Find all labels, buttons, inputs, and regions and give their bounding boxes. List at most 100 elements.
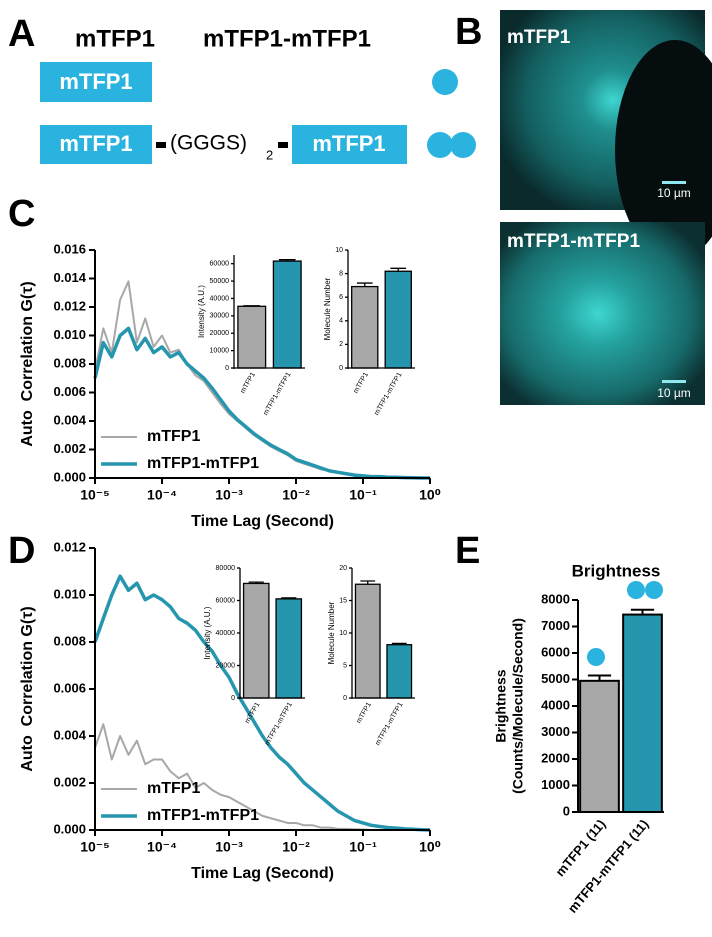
y-tick-label: 5000 [541, 671, 570, 686]
x-tick-label: 10⁰ [419, 839, 441, 855]
x-tick-label: mTFP1-mTFP1 [264, 701, 294, 746]
error-bar [243, 305, 261, 307]
y-tick-label: 0.002 [53, 441, 86, 456]
x-tick-label: 10⁻⁵ [80, 487, 110, 503]
linker-subscript: 2 [266, 147, 273, 162]
bar [354, 583, 381, 699]
y-tick-label: 7000 [541, 618, 570, 633]
y-axis-title: Molecule Number [327, 601, 336, 664]
bar [272, 260, 302, 369]
y-tick-label: 0.002 [53, 774, 86, 789]
bar [242, 582, 270, 699]
y-tick-label: 6 [339, 294, 343, 301]
error-bar [278, 259, 296, 262]
y-tick-label: 0 [563, 803, 570, 818]
protein-label: mTFP1 [59, 69, 132, 94]
x-tick-label: 10⁻² [282, 487, 310, 503]
protein-box [292, 125, 407, 164]
scale-bar [662, 380, 686, 383]
y-tick-label: 0.016 [53, 241, 86, 256]
x-tick-label: 10⁻² [282, 839, 310, 855]
y-tick-label: 0.010 [53, 327, 86, 342]
bar [351, 285, 379, 369]
x-tick-label: mTFP1 [240, 371, 258, 394]
y-tick-label: 2000 [541, 750, 570, 765]
monomer-icon [432, 69, 458, 95]
error-bar [630, 608, 655, 615]
y-tick-label: 20000 [210, 330, 230, 337]
dimer-icon [627, 581, 645, 599]
y-tick-label: 0.006 [53, 384, 86, 399]
y-tick-label: 30000 [210, 313, 230, 320]
y-axis-title: Molecule Number [323, 277, 332, 340]
bar [237, 305, 267, 369]
bar [384, 270, 412, 369]
panel-label: E [455, 530, 480, 572]
panel-label: D [8, 530, 35, 572]
y-tick-label: 10 [335, 247, 343, 254]
monomer-icon [587, 648, 605, 666]
panel-label: C [8, 193, 35, 235]
y-tick-label: 0.008 [53, 355, 86, 370]
legend-label: mTFP1-mTFP1 [147, 455, 259, 472]
y-tick-label: 40000 [216, 630, 236, 637]
micrograph [500, 222, 705, 405]
y-axis-title: (Counts/Molecule/Second) [510, 618, 526, 794]
error-bar [356, 282, 373, 287]
y-tick-label: 5 [343, 662, 347, 669]
linker-dash [156, 142, 166, 148]
y-tick-label: 0.000 [53, 469, 86, 484]
y-tick-label: 1000 [541, 777, 570, 792]
x-tick-label: 10⁻¹ [349, 839, 377, 855]
y-tick-label: 20 [339, 565, 347, 572]
construct-header: mTFP1-mTFP1 [203, 25, 371, 52]
y-tick-label: 0.004 [53, 727, 86, 742]
dimer-icon [427, 132, 453, 158]
x-tick-label: 10⁻³ [215, 839, 243, 855]
error-bar [391, 642, 407, 645]
legend-label: mTFP1 [147, 428, 200, 445]
panel-label: A [8, 13, 35, 55]
x-tick-label: 10⁻⁴ [147, 487, 177, 503]
y-tick-label: 4000 [541, 697, 570, 712]
y-tick-label: 0 [225, 365, 229, 372]
x-tick-label: mTFP1-mTFP1 [262, 371, 292, 416]
dimer-icon [645, 581, 663, 599]
y-tick-label: 2 [339, 341, 343, 348]
protein-label: mTFP1 [59, 131, 132, 156]
y-tick-label: 0 [339, 365, 343, 372]
bar [386, 644, 413, 699]
error-bar [587, 674, 612, 681]
y-tick-label: 8000 [541, 591, 570, 606]
x-axis-title: Time Lag (Second) [191, 865, 334, 882]
series-line [93, 326, 430, 480]
y-tick-label: 6000 [541, 644, 570, 659]
y-tick-label: 0.012 [53, 539, 86, 554]
y-tick-label: 40000 [210, 295, 230, 302]
construct-header: mTFP1 [75, 25, 155, 52]
micrograph-background [615, 40, 712, 260]
y-tick-label: 80000 [216, 565, 236, 572]
y-tick-label: 15 [339, 597, 347, 604]
legend-label: mTFP1 [147, 780, 200, 797]
y-tick-label: 50000 [210, 278, 230, 285]
protein-box [40, 62, 152, 102]
y-tick-label: 3000 [541, 724, 570, 739]
scale-label: 10 µm [657, 386, 691, 400]
x-tick-label: mTFP1 [356, 701, 374, 724]
y-tick-label: 20000 [216, 662, 236, 669]
legend-label: mTFP1-mTFP1 [147, 807, 259, 824]
x-axis-title: Time Lag (Second) [191, 513, 334, 530]
x-tick-label: 10⁻¹ [349, 487, 377, 503]
y-tick-label: 0.010 [53, 586, 86, 601]
protein-label: mTFP1 [312, 131, 385, 156]
bar [622, 613, 663, 814]
x-tick-label: mTFP1 [353, 371, 371, 394]
x-tick-label: mTFP1-mTFP1 (11) [565, 816, 652, 915]
x-tick-label: 10⁻⁵ [80, 839, 110, 855]
y-tick-label: 8 [339, 270, 343, 277]
error-bar [360, 580, 376, 585]
x-tick-label: 10⁻⁴ [147, 839, 177, 855]
y-tick-label: 10 [339, 630, 347, 637]
